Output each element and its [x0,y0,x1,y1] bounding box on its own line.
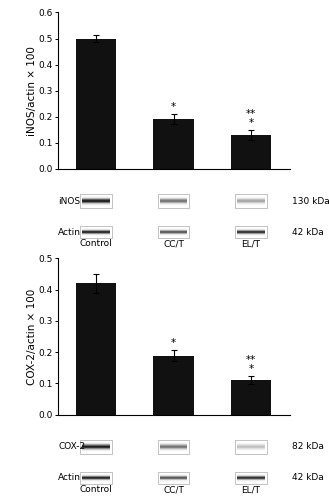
Text: *: * [171,102,176,112]
Bar [76,284,116,414]
Text: CC/T: CC/T [163,240,184,248]
Text: Actin: Actin [58,474,81,482]
Bar [235,194,267,208]
Bar [231,380,271,414]
Bar [80,440,112,454]
Text: 42 kDa: 42 kDa [292,228,324,236]
Bar [153,120,194,169]
Bar [231,135,271,169]
Text: Actin: Actin [58,228,81,236]
Bar [80,194,112,208]
Y-axis label: iNOS/actin × 100: iNOS/actin × 100 [27,46,37,136]
Text: CC/T: CC/T [163,486,184,494]
Text: 130 kDa: 130 kDa [292,196,329,205]
Text: *: * [171,338,176,348]
Text: EL/T: EL/T [241,486,260,494]
Y-axis label: COX-2/actin × 100: COX-2/actin × 100 [27,288,37,384]
Text: iNOS: iNOS [58,196,81,205]
Text: *: * [248,118,253,128]
Bar [153,356,194,414]
Bar [158,226,190,238]
Text: **: ** [246,356,256,366]
Bar [158,440,190,454]
Text: COX-2: COX-2 [58,442,86,452]
Text: Control: Control [80,240,113,248]
Bar [158,472,190,484]
Text: 42 kDa: 42 kDa [292,474,324,482]
Bar [235,440,267,454]
Bar [235,226,267,238]
Text: *: * [248,364,253,374]
Bar [80,226,112,238]
Text: EL/T: EL/T [241,240,260,248]
Text: Control: Control [80,486,113,494]
Bar [158,194,190,208]
Bar [235,472,267,484]
Bar [80,472,112,484]
Text: **: ** [246,110,256,120]
Bar [76,38,116,169]
Text: 82 kDa: 82 kDa [292,442,324,452]
